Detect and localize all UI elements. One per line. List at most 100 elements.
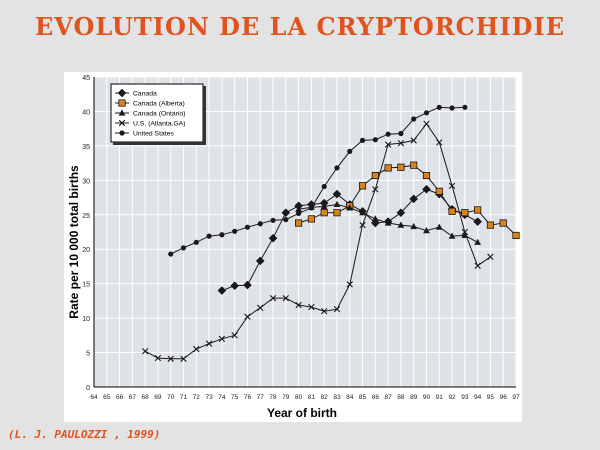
data-point bbox=[320, 209, 328, 217]
data-point bbox=[397, 163, 405, 171]
data-point bbox=[154, 354, 162, 362]
data-point bbox=[359, 209, 366, 216]
data-point bbox=[346, 204, 354, 211]
y-tick-label: 25 bbox=[82, 213, 90, 220]
data-point bbox=[218, 335, 226, 342]
y-tick-label: 45 bbox=[82, 75, 90, 82]
data-point bbox=[270, 217, 276, 223]
data-point bbox=[423, 110, 430, 116]
y-tick-label: 40 bbox=[82, 109, 90, 116]
x-tick-label: 96 bbox=[500, 394, 508, 401]
data-point bbox=[347, 148, 353, 154]
legend: Canada Canada (Alberta) Canada (Ontario) U.… bbox=[110, 83, 206, 145]
data-point bbox=[295, 301, 302, 309]
legend-marker bbox=[117, 88, 127, 98]
citation: (L. J. PAULOZZI , 1999) bbox=[8, 428, 161, 441]
x-tick-label: 70 bbox=[167, 394, 175, 401]
axes: Rate per 10 000 total births Year of bir… bbox=[67, 75, 520, 420]
x-tick-label: 72 bbox=[193, 394, 201, 401]
data-point bbox=[435, 187, 443, 195]
legend-marker bbox=[119, 130, 125, 136]
data-point bbox=[193, 345, 200, 353]
data-point bbox=[334, 165, 340, 171]
data-point bbox=[448, 207, 456, 215]
x-tick-label: 94 bbox=[474, 394, 482, 401]
data-point bbox=[283, 217, 289, 223]
data-point bbox=[423, 227, 430, 234]
x-tick-label: 74 bbox=[218, 394, 226, 401]
x-tick-label: 97 bbox=[512, 394, 520, 401]
y-tick-label: 20 bbox=[82, 247, 90, 254]
y-tick-label: 35 bbox=[82, 144, 90, 151]
data-point bbox=[308, 205, 314, 211]
data-point bbox=[321, 183, 327, 190]
data-point bbox=[474, 206, 482, 214]
series-2 bbox=[295, 161, 520, 239]
data-point bbox=[410, 161, 418, 169]
x-tick-label: 81 bbox=[308, 394, 316, 401]
data-point bbox=[448, 182, 456, 190]
data-point bbox=[396, 208, 406, 218]
x-tick-label: 83 bbox=[333, 394, 341, 401]
data-point bbox=[473, 217, 482, 227]
data-point bbox=[372, 137, 378, 143]
data-point bbox=[168, 251, 174, 257]
data-point bbox=[320, 202, 328, 210]
data-point bbox=[499, 219, 507, 227]
x-tick-label: 91 bbox=[436, 394, 444, 401]
data-point bbox=[422, 171, 431, 180]
data-point bbox=[243, 280, 252, 290]
data-point bbox=[398, 130, 404, 137]
data-point bbox=[320, 308, 328, 315]
series-3 bbox=[295, 200, 482, 245]
data-point bbox=[193, 239, 199, 245]
data-point bbox=[333, 200, 341, 208]
data-point bbox=[141, 347, 149, 355]
data-point bbox=[257, 221, 263, 227]
series-5 bbox=[168, 104, 468, 257]
data-point bbox=[359, 221, 366, 229]
data-point bbox=[410, 222, 418, 230]
y-tick-label: 10 bbox=[82, 316, 90, 323]
data-point bbox=[409, 194, 419, 204]
x-tick-label: 86 bbox=[372, 394, 380, 401]
legend-label: United States bbox=[133, 131, 174, 138]
legend-label: Canada bbox=[133, 91, 157, 98]
x-tick-label: 82 bbox=[321, 394, 329, 401]
data-point bbox=[281, 208, 291, 218]
data-point bbox=[217, 286, 227, 295]
data-point bbox=[385, 131, 391, 137]
data-point bbox=[358, 182, 367, 190]
data-point bbox=[461, 228, 469, 236]
data-point bbox=[296, 210, 302, 216]
data-point bbox=[397, 139, 405, 147]
data-point bbox=[333, 305, 341, 313]
data-point bbox=[397, 221, 405, 228]
series-line bbox=[144, 122, 491, 360]
x-tick-label: 85 bbox=[359, 394, 367, 401]
data-point bbox=[295, 219, 303, 227]
data-point bbox=[333, 209, 341, 217]
data-point bbox=[372, 186, 379, 193]
legend-label: U.S. (Atlanta,GA) bbox=[133, 121, 186, 128]
y-tick-label: 5 bbox=[86, 351, 90, 358]
data-point bbox=[462, 104, 468, 110]
data-point bbox=[461, 209, 469, 217]
data-point bbox=[257, 304, 264, 311]
data-point bbox=[255, 256, 265, 266]
data-point bbox=[231, 332, 238, 339]
data-point bbox=[282, 294, 290, 302]
x-tick-label: 65 bbox=[103, 394, 111, 401]
data-point bbox=[487, 253, 494, 260]
y-tick-label: 30 bbox=[82, 178, 90, 185]
data-point bbox=[332, 189, 342, 199]
data-point bbox=[307, 215, 315, 223]
data-point bbox=[371, 171, 379, 180]
data-point bbox=[410, 137, 417, 144]
data-point bbox=[180, 355, 187, 362]
data-point bbox=[268, 233, 278, 243]
chart-figure: Rate per 10 000 total births Year of bir… bbox=[64, 72, 522, 422]
data-point bbox=[346, 281, 353, 288]
x-tick-label: 93 bbox=[461, 394, 469, 401]
data-point bbox=[359, 137, 366, 143]
